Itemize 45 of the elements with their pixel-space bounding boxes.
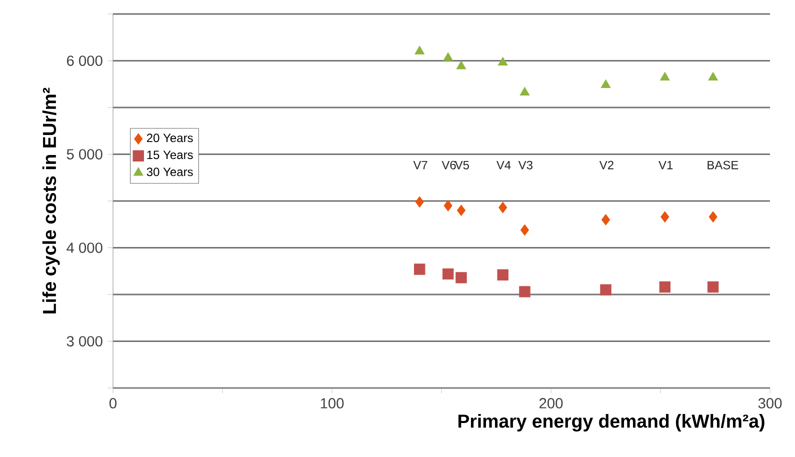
point <box>600 284 612 296</box>
y-tick-label: 3 000 <box>66 336 102 346</box>
legend-label: 30 Years <box>146 168 193 176</box>
annotation: V3 <box>518 160 532 170</box>
point <box>456 272 467 284</box>
legend-label: 20 Years <box>146 134 193 142</box>
y-tick-label: 4 000 <box>66 242 102 253</box>
annotation: V7 <box>413 160 428 170</box>
point <box>498 57 508 66</box>
point <box>707 281 719 293</box>
point <box>520 224 529 236</box>
point <box>497 269 508 280</box>
x-tick-label: 0 <box>109 398 116 408</box>
point <box>519 286 530 298</box>
annotation: V4 <box>496 160 511 170</box>
point <box>498 202 508 214</box>
point <box>415 196 424 208</box>
point <box>414 46 424 54</box>
point <box>601 214 610 226</box>
point <box>660 211 670 222</box>
y-tick-label: 6 000 <box>67 56 102 66</box>
annotation: BASE <box>708 160 738 170</box>
annotation: V5 <box>454 160 469 170</box>
y-axis-title: Life cycle costs in EUr/m² <box>42 88 60 314</box>
x-axis-title: Primary energy demand (kWh/m²a) <box>458 414 764 432</box>
point <box>456 60 466 70</box>
x-tick-label: 100 <box>320 398 344 408</box>
y-tick-label: 5 000 <box>66 149 102 160</box>
annotation: V1 <box>658 160 673 170</box>
point <box>708 211 718 222</box>
point <box>708 72 718 81</box>
x-tick-label: 200 <box>540 398 563 408</box>
point <box>600 79 611 88</box>
x-tick-label: 300 <box>758 398 782 408</box>
point <box>444 200 452 212</box>
point <box>414 264 426 275</box>
legend-label: 15 Years <box>147 150 193 160</box>
annotation: V2 <box>599 160 614 170</box>
point <box>659 281 670 293</box>
annotation: V6 <box>442 160 456 170</box>
point <box>456 204 466 216</box>
point <box>520 86 530 96</box>
point <box>443 52 453 61</box>
point <box>660 72 670 81</box>
point <box>442 268 454 280</box>
